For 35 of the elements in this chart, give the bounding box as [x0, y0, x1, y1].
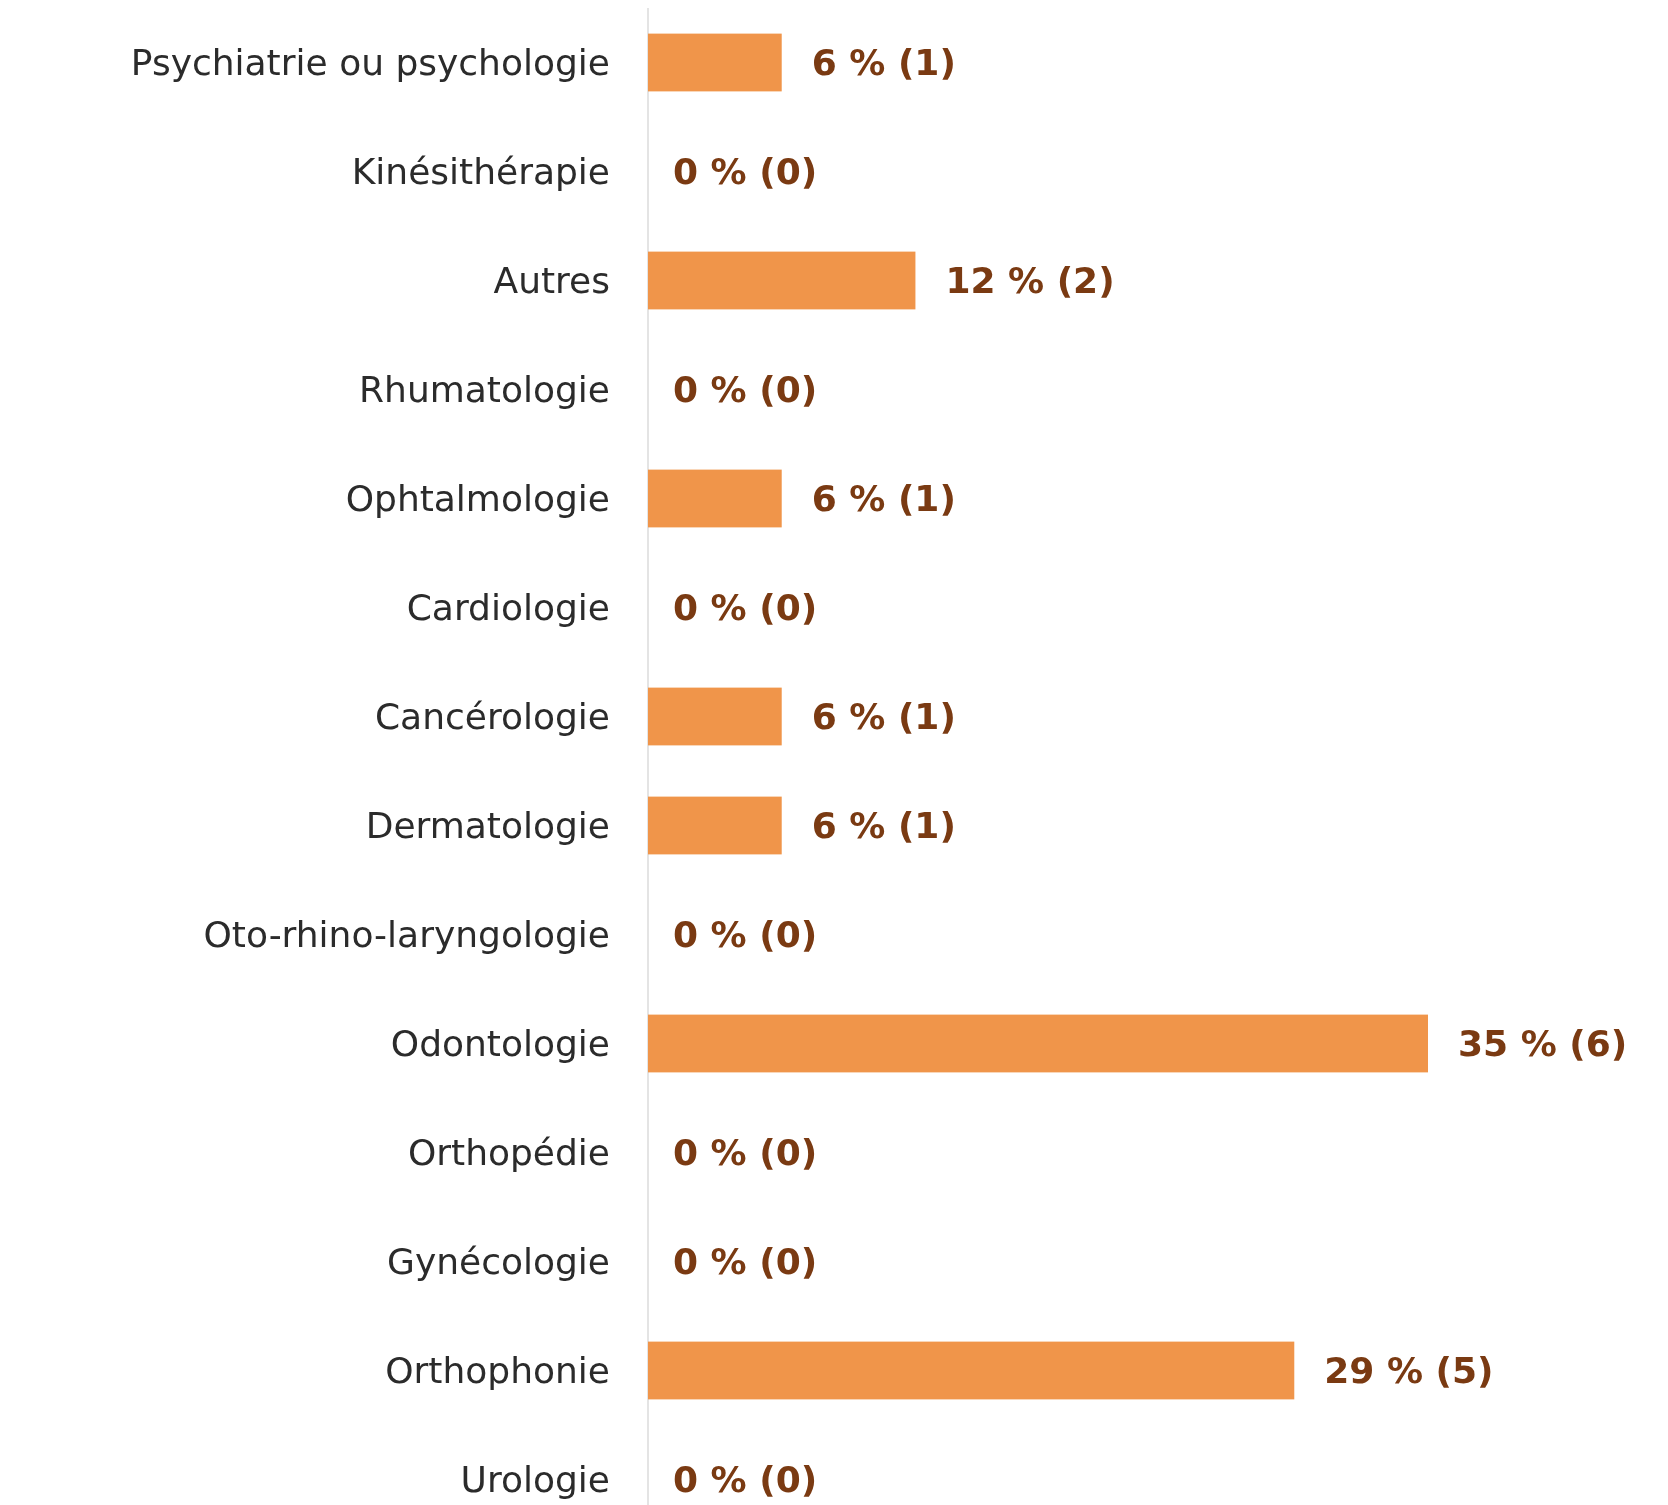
bar — [648, 251, 916, 310]
data-label: 6 % (1) — [811, 42, 956, 84]
data-label: 29 % (5) — [1324, 1350, 1494, 1392]
bar — [648, 469, 782, 528]
y-tick-label: Kinésithérapie — [351, 151, 610, 193]
data-label: 0 % (0) — [673, 1459, 818, 1501]
y-tick-label: Dermatologie — [365, 805, 610, 847]
data-label: 6 % (1) — [811, 696, 956, 738]
data-label: 12 % (2) — [945, 260, 1115, 302]
y-tick-label: Orthophonie — [385, 1350, 610, 1392]
y-tick-label: Cancérologie — [374, 696, 610, 738]
y-tick-label: Rhumatologie — [359, 369, 610, 411]
bar — [648, 796, 782, 855]
y-tick-label: Cardiologie — [406, 587, 610, 629]
y-tick-label: Urologie — [460, 1459, 610, 1501]
data-label: 35 % (6) — [1458, 1023, 1628, 1065]
y-tick-label: Autres — [493, 260, 610, 302]
data-label: 0 % (0) — [673, 1132, 818, 1174]
data-label: 0 % (0) — [673, 1241, 818, 1283]
bar — [648, 1341, 1295, 1400]
bar — [648, 687, 782, 746]
data-label: 0 % (0) — [673, 151, 818, 193]
y-tick-label: Gynécologie — [386, 1241, 610, 1283]
data-label: 0 % (0) — [673, 587, 818, 629]
y-tick-label: Oto-rhino-laryngologie — [203, 914, 610, 956]
bar — [648, 1014, 1428, 1073]
data-label: 0 % (0) — [673, 914, 818, 956]
y-tick-label: Psychiatrie ou psychologie — [130, 42, 610, 84]
y-tick-label: Odontologie — [390, 1023, 610, 1065]
data-label: 6 % (1) — [811, 805, 956, 847]
bar — [648, 33, 782, 92]
data-label: 6 % (1) — [811, 478, 956, 520]
y-tick-label: Ophtalmologie — [345, 478, 610, 520]
data-label: 0 % (0) — [673, 369, 818, 411]
y-tick-label: Orthopédie — [407, 1132, 610, 1174]
